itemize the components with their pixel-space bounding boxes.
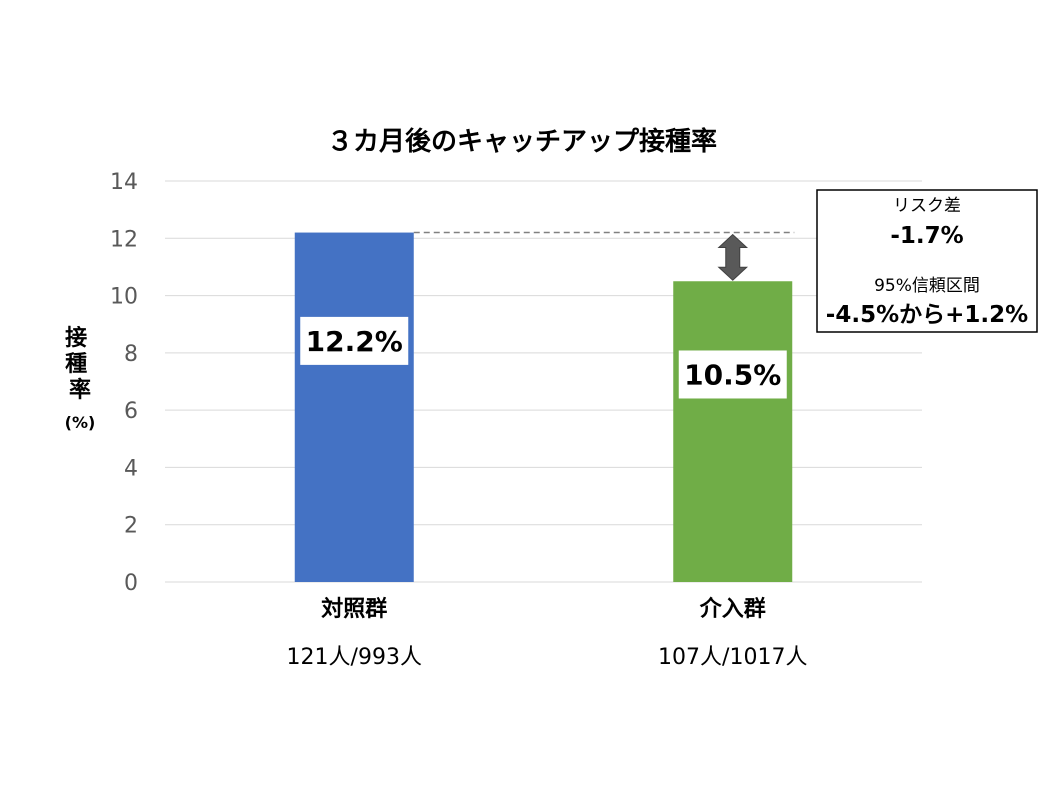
risk-diff-label: リスク差 [893,196,961,216]
y-tick-label: 14 [110,170,138,195]
y-tick-label: 10 [110,285,138,310]
count-label: 107人/1017人 [658,645,807,670]
category-labels: 対照群 121人/993人 介入群 107人/1017人 [287,596,808,670]
value-label: 10.5% [684,358,781,391]
annotation-box: リスク差 -1.7% 95%信頼区間 -4.5%から+1.2% [816,189,1038,333]
chart-title: ３カ月後のキャッチアップ接種率 [327,126,717,157]
y-axis-label: 接 種 率 [65,326,95,403]
bar-intervention [673,281,793,582]
ci-value: -4.5%から+1.2% [826,302,1028,328]
value-label-box [678,350,787,399]
category-label: 介入群 [699,596,766,622]
annotation-box-frame [816,189,1038,333]
risk-diff-value: -1.7% [890,223,963,249]
y-axis-ticks: 0 2 4 6 8 10 12 14 [110,170,138,596]
difference-arrow [717,233,749,281]
y-tick-label: 4 [124,456,138,481]
y-tick-label: 8 [124,342,138,367]
y-tick-label: 12 [110,227,138,252]
y-axis-unit: (%) [65,413,96,432]
category-label: 対照群 [321,596,387,622]
y-tick-label: 2 [124,514,138,539]
value-label: 12.2% [306,325,403,358]
y-tick-label: 6 [124,399,138,424]
y-tick-label: 0 [124,571,138,596]
value-labels: 12.2% 10.5% [300,316,787,399]
bars [294,232,793,583]
value-label-box [300,316,409,365]
count-label: 121人/993人 [287,645,422,670]
ci-label: 95%信頼区間 [874,276,980,296]
bar-control [294,232,414,583]
gridlines [165,180,922,583]
